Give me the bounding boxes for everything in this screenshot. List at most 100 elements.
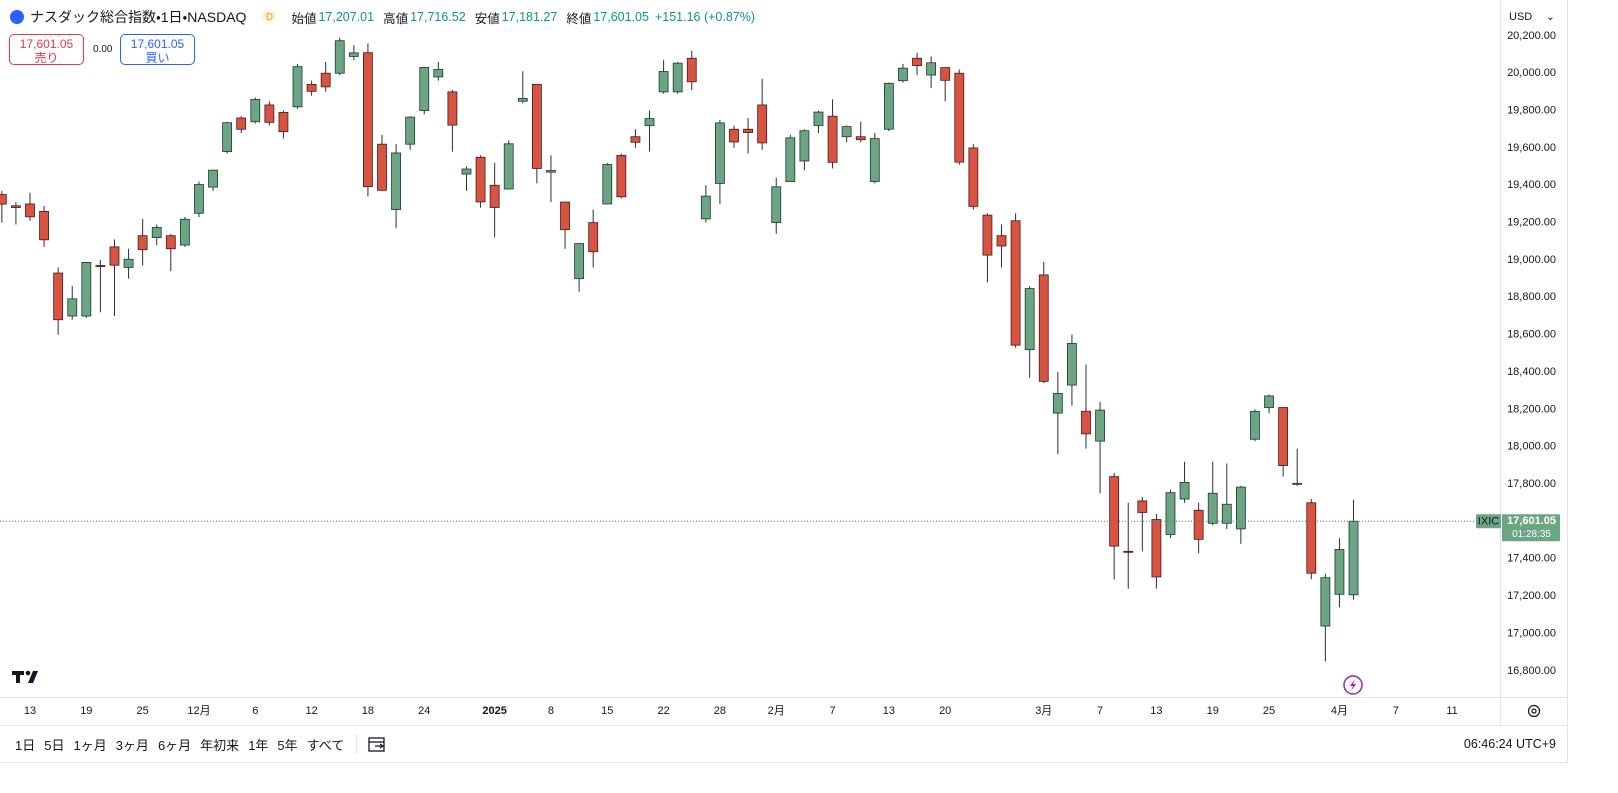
x-tick-label: 22 (657, 705, 669, 717)
candle-body (39, 211, 49, 241)
y-tick-label: 19,800.00 (1507, 104, 1556, 116)
x-tick-label: 12月 (187, 705, 210, 717)
candle-body (11, 205, 21, 208)
candle-body (602, 164, 613, 205)
candle-body (278, 112, 289, 133)
candle-body (1193, 509, 1204, 540)
y-tick-label: 17,200.00 (1507, 590, 1556, 602)
dropdown-arrow: ⌄ (1545, 11, 1555, 23)
tv-logo (12, 670, 38, 683)
ohlc-label: 高値 (383, 11, 409, 26)
candle-body (686, 57, 697, 83)
x-tick-label: 13 (883, 705, 895, 717)
range-button[interactable]: 年初来 (200, 737, 240, 753)
candle-body (363, 52, 373, 187)
buy-label: 買い (145, 51, 170, 65)
candle-body (1348, 520, 1359, 596)
candle-body (1278, 407, 1289, 467)
candle-body (53, 272, 64, 321)
candle-body (306, 84, 317, 92)
y-tick-label: 19,400.00 (1507, 179, 1556, 191)
sell-button[interactable]: 17,601.05 売り (9, 34, 84, 65)
candle-body (926, 62, 937, 76)
x-tick-label: 6 (252, 705, 258, 717)
candle-body (391, 152, 401, 210)
range-button[interactable]: 1ヶ月 (73, 737, 107, 753)
symbol-tag-label: IXIC (1478, 516, 1499, 528)
candle-body (1320, 577, 1331, 627)
candle-body (179, 218, 190, 246)
y-tick-label: 18,600.00 (1507, 329, 1556, 341)
currency-select[interactable]: USD ⌄ (1503, 6, 1561, 28)
candle-body (574, 243, 585, 280)
range-button[interactable]: 1年 (248, 737, 269, 753)
candle-body (799, 130, 810, 162)
candle-body (546, 170, 556, 173)
candle-body (1306, 502, 1317, 574)
x-tick-label: 25 (1263, 705, 1275, 717)
ohlc-label: 始値 (291, 11, 317, 26)
spread: 0.00 (93, 44, 113, 55)
range-button[interactable]: 5年 (277, 737, 298, 753)
range-button[interactable]: 3ヶ月 (115, 737, 149, 753)
symbol-title[interactable]: ナスダック総合指数・1日・NASDAQ (30, 9, 247, 25)
candle-body (517, 98, 528, 102)
background (0, 0, 1568, 762)
ohlc-value: 17,181.27 (501, 10, 558, 24)
candle-body (137, 235, 148, 251)
x-tick-label: 8 (548, 705, 554, 717)
ohlc-value: 17,207.01 (318, 10, 375, 24)
x-tick-label: 2025 (482, 705, 506, 717)
candle-body (1137, 500, 1148, 513)
y-tick-label: 18,000.00 (1507, 441, 1556, 453)
legend-header: ナスダック総合指数・1日・NASDAQ D 始値 17,207.01 高値 17,7… (10, 7, 755, 27)
candle-body (348, 52, 359, 57)
settings-icon[interactable] (1527, 704, 1541, 718)
candle-body (883, 82, 894, 130)
price-tag (1502, 514, 1560, 542)
candle-body (447, 91, 458, 126)
date-range-icon[interactable] (367, 735, 387, 753)
candle-body (1221, 503, 1232, 524)
range-button[interactable]: 1日 (15, 737, 36, 753)
candle-body (729, 128, 739, 143)
candle-body (644, 118, 655, 126)
x-tick-label: 12 (305, 705, 317, 717)
candle-body (419, 67, 430, 111)
candle-body (95, 265, 106, 267)
candle-body (630, 136, 641, 143)
range-button[interactable]: 6ヶ月 (157, 737, 192, 753)
candle-body (1081, 410, 1091, 435)
candle-body (912, 57, 922, 66)
range-button[interactable]: 5日 (44, 737, 65, 753)
candle-body (869, 138, 880, 182)
candle-body (743, 128, 753, 134)
x-tick-label: 15 (601, 705, 613, 717)
candle-body (222, 122, 233, 153)
candle-body (1235, 486, 1246, 530)
candle-body (1010, 220, 1021, 346)
ohlc-value: 17,601.05 (593, 10, 649, 24)
event-icon[interactable] (1343, 675, 1363, 695)
candle-body (1292, 482, 1303, 485)
candle-body (250, 98, 261, 123)
x-tick-label: 3月 (1035, 705, 1052, 717)
x-tick-label: 28 (714, 705, 726, 717)
x-tick-label: 11 (1446, 705, 1457, 717)
y-tick-label: 17,000.00 (1507, 627, 1556, 639)
x-tick-label: 20 (939, 705, 951, 717)
candle-body (292, 66, 303, 108)
candle-body (109, 246, 120, 266)
range-button[interactable]: すべて (306, 737, 345, 753)
x-tick-label: 25 (137, 705, 149, 717)
buy-button[interactable]: 17,601.05 買い (120, 34, 195, 65)
symbol-tag (1476, 514, 1501, 529)
candle-body (771, 186, 782, 224)
x-tick-label: 7 (1097, 705, 1103, 717)
candle-body (489, 184, 500, 208)
candle-body (658, 71, 669, 93)
candle-body (194, 184, 204, 214)
candle-body (208, 169, 218, 188)
